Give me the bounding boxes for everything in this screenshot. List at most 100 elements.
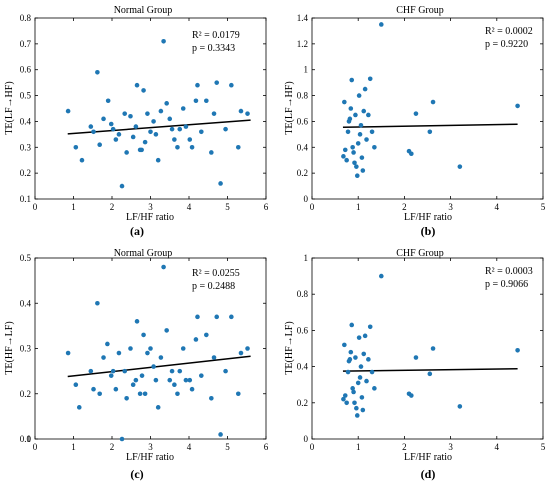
scatter-point xyxy=(158,355,164,360)
scatter-point xyxy=(209,395,214,401)
scatter-point xyxy=(349,77,355,83)
scatter-point xyxy=(364,137,369,142)
scatter-point xyxy=(229,82,234,88)
scatter-point xyxy=(187,377,193,383)
scatter-point xyxy=(119,436,125,442)
scatter-points xyxy=(341,273,520,418)
scatter-point xyxy=(134,319,140,324)
scatter-point xyxy=(360,407,366,413)
scatter-point xyxy=(175,144,180,150)
scatter-point xyxy=(113,137,119,142)
x-tick-label: 0 xyxy=(33,442,38,452)
scatter-point xyxy=(199,129,204,135)
scatter-point xyxy=(142,391,148,397)
scatter-points xyxy=(65,38,250,189)
panel-label: (a) xyxy=(130,224,144,238)
scatter-point xyxy=(356,335,362,340)
scatter-point xyxy=(199,373,204,378)
scatter-point xyxy=(116,350,122,356)
scatter-point xyxy=(142,139,148,145)
scatter-point xyxy=(341,154,346,159)
scatter-point xyxy=(137,391,143,397)
scatter-point xyxy=(155,157,161,163)
scatter-point xyxy=(105,98,111,104)
chart-title: CHF Group xyxy=(396,248,444,259)
scatter-point xyxy=(175,391,180,397)
y-tick-label: 0.4 xyxy=(297,142,309,152)
scatter-point xyxy=(124,150,129,155)
scatter-point xyxy=(161,264,166,270)
scatter-point xyxy=(347,357,353,362)
scatter-point xyxy=(193,98,199,104)
scatter-point xyxy=(372,144,377,150)
scatter-point xyxy=(88,124,94,129)
scatter-point xyxy=(362,86,368,92)
r-squared-annotation: R² = 0.0002 xyxy=(485,26,533,37)
tick-marks: 0 1 2 3 4 5 0 0.2 0.4 0.6 0.8 1 xyxy=(297,253,546,452)
scatter-point xyxy=(430,99,436,105)
scatter-point xyxy=(354,413,360,418)
scatter-point xyxy=(204,332,209,338)
y-tick-label: 0.1 xyxy=(20,434,31,444)
scatter-point xyxy=(139,147,144,153)
plot-area xyxy=(311,17,544,200)
r-squared-annotation: R² = 0.0255 xyxy=(192,268,240,279)
y-tick-label: 0.7 xyxy=(20,39,32,49)
scatter-point xyxy=(409,151,414,157)
scatter-point xyxy=(354,405,359,411)
scatter-point xyxy=(119,183,125,189)
scatter-point xyxy=(133,124,139,129)
scatter-point xyxy=(427,129,433,135)
scatter-point xyxy=(342,99,347,105)
scatter-point xyxy=(161,38,166,44)
panel-c: Normal Group 0 1 2 3 4 5 6 00.1 0.2 0.3 0.4 0.5 TE(… xyxy=(4,248,269,481)
x-tick-label: 5 xyxy=(541,442,546,452)
scatter-point xyxy=(167,116,173,122)
scatter-point xyxy=(359,395,365,400)
tick-marks: 0 1 2 3 4 5 0 0.2 0.4 0.6 0.8 1 1.2 1.4 xyxy=(297,13,546,212)
x-axis-label: LF/HF ratio xyxy=(126,452,174,463)
regression-line xyxy=(67,119,251,135)
scatter-point xyxy=(353,355,358,360)
x-tick-label: 1 xyxy=(71,202,76,212)
scatter-point xyxy=(158,108,164,114)
x-tick-label: 3 xyxy=(448,442,453,452)
scatter-point xyxy=(177,368,183,374)
x-axis-label: LF/HF ratio xyxy=(404,452,452,463)
x-tick-label: 2 xyxy=(110,442,115,452)
regression-line xyxy=(342,123,518,128)
scatter-point xyxy=(349,322,355,328)
scatter-point xyxy=(141,332,146,338)
x-tick-label: 3 xyxy=(148,202,153,212)
scatter-point xyxy=(364,378,369,384)
scatter-point xyxy=(457,164,463,169)
scatter-point xyxy=(369,129,375,135)
scatter-point xyxy=(113,386,119,392)
scatter-point xyxy=(366,357,371,362)
scatter-point xyxy=(344,157,349,163)
scatter-point xyxy=(91,129,96,135)
scatter-point xyxy=(79,157,85,163)
scatter-point xyxy=(353,112,358,118)
scatter-point xyxy=(245,111,250,116)
chart-title: CHF Group xyxy=(396,5,444,16)
scatter-point xyxy=(379,22,384,27)
scatter-point xyxy=(367,324,373,330)
scatter-point xyxy=(65,350,71,356)
panel-label: (b) xyxy=(421,224,436,238)
scatter-point xyxy=(218,432,223,437)
scatter-point xyxy=(409,393,414,398)
scatter-point xyxy=(164,101,169,106)
scatter-point xyxy=(515,103,520,109)
x-tick-label: 4 xyxy=(187,202,192,212)
y-tick-label: 0.8 xyxy=(297,289,309,299)
x-tick-label: 0 xyxy=(310,202,315,212)
x-tick-label: 3 xyxy=(148,442,153,452)
scatter-point xyxy=(345,369,351,375)
scatter-point xyxy=(187,137,193,142)
scatter-point xyxy=(108,121,114,127)
y-tick-label: 0.6 xyxy=(20,65,32,75)
y-tick-label: 1 xyxy=(304,253,309,263)
scatter-point xyxy=(180,106,186,111)
scatter-point xyxy=(153,132,159,137)
